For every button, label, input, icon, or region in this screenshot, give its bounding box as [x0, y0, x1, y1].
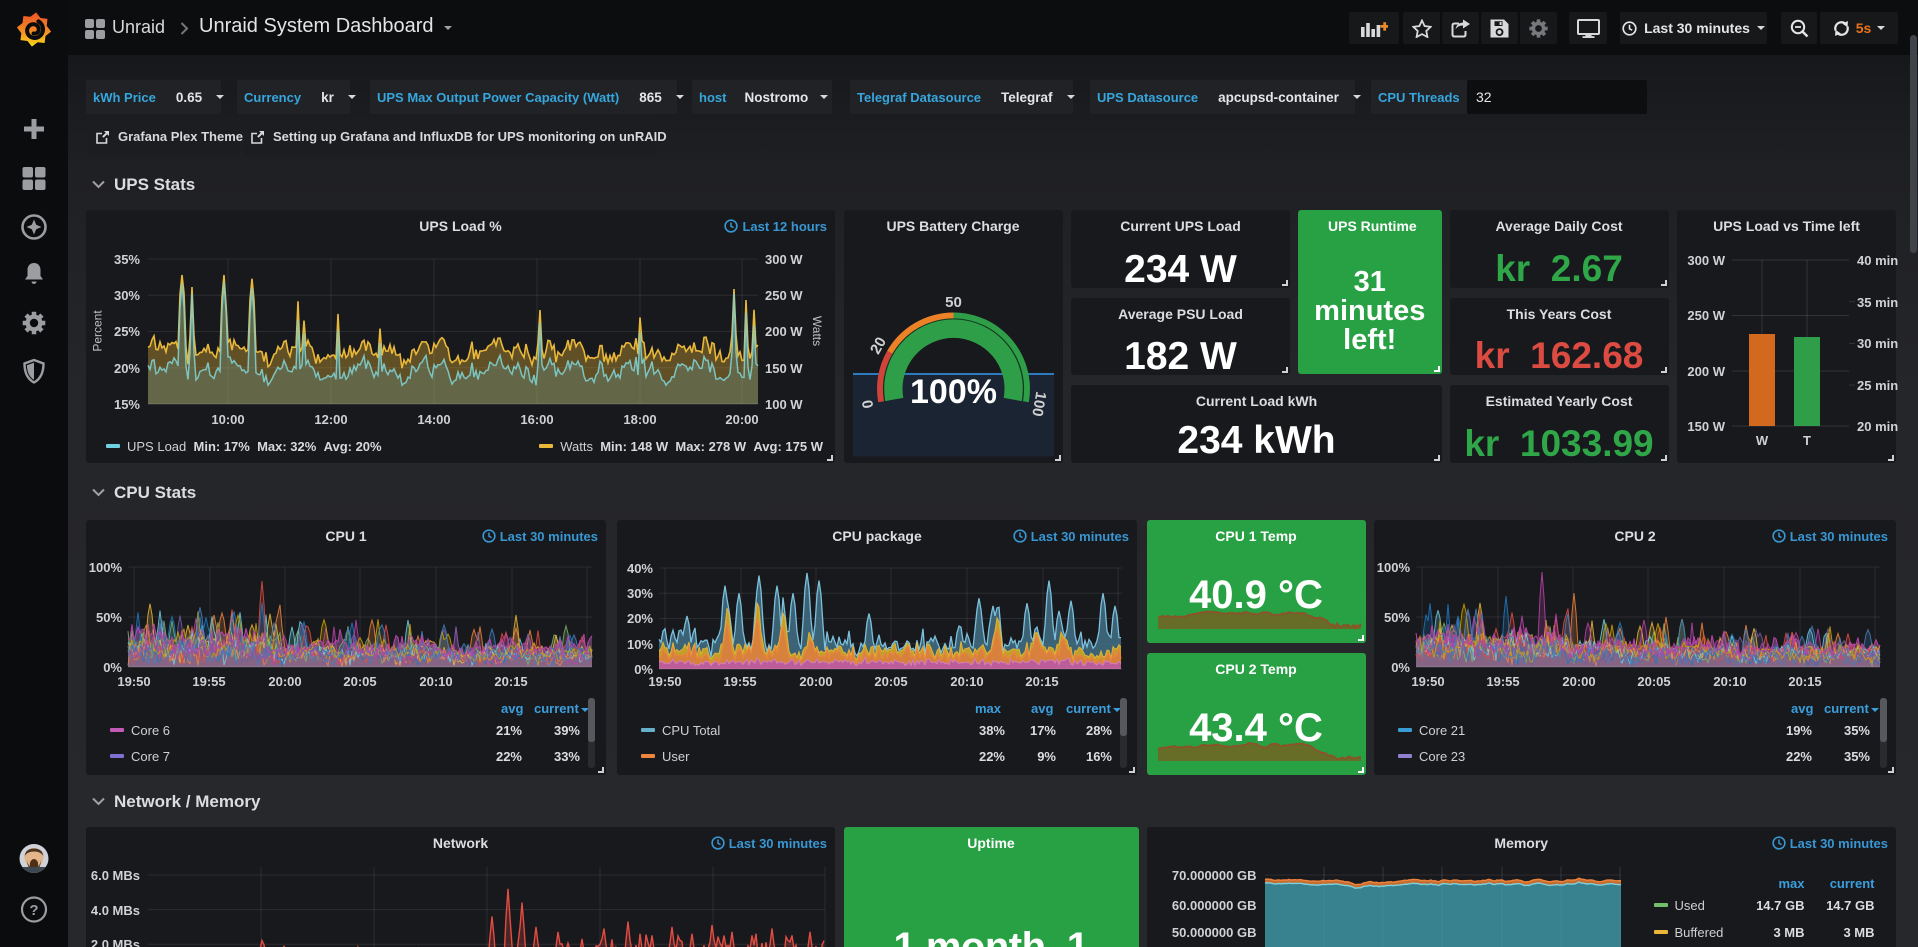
svg-text:100%: 100%	[910, 373, 997, 411]
svg-text:20: 20	[867, 334, 890, 357]
svg-text:0: 0	[859, 398, 877, 409]
svg-text:?: ?	[29, 902, 38, 919]
svg-text:50: 50	[945, 294, 962, 311]
svg-text:100: 100	[1028, 390, 1049, 418]
